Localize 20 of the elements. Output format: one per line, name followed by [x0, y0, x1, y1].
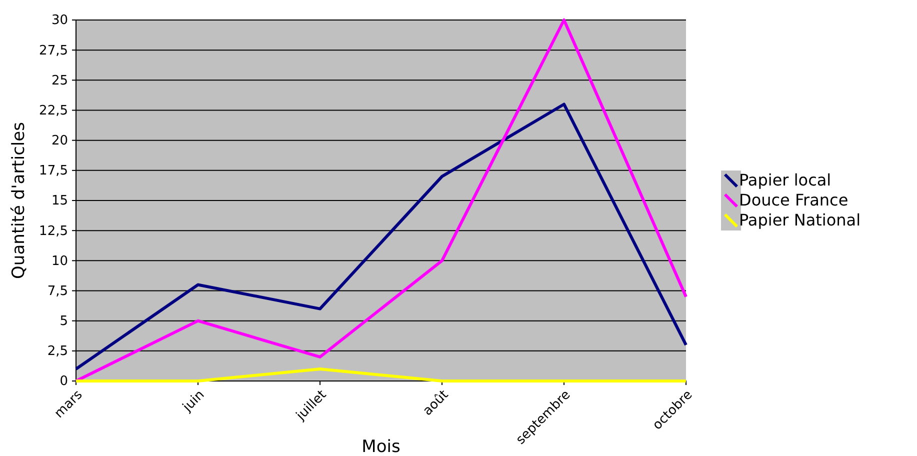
y-tick-label: 27,5	[39, 43, 68, 58]
y-tick-label: 10	[51, 254, 68, 269]
y-tick-label: 5	[60, 314, 68, 329]
legend-label: Douce France	[739, 190, 848, 210]
y-tick-label: 2,5	[47, 344, 68, 360]
line-series	[74, 18, 688, 382]
legend-label: Papier local	[739, 170, 832, 190]
legend-label: Papier National	[739, 210, 861, 230]
y-tick-label: 17,5	[39, 164, 68, 179]
y-axis-title: Quantité d'articles	[9, 122, 29, 279]
y-tick-label: 22,5	[39, 103, 68, 118]
y-tick-label: 30	[51, 13, 68, 28]
y-tick-label: 7,5	[47, 284, 68, 299]
y-tick-label: 0	[60, 374, 68, 390]
y-tick-label: 15	[51, 194, 68, 209]
y-tick-label: 12,5	[39, 224, 68, 239]
y-tick-label: 25	[51, 73, 68, 88]
x-axis-title: Mois	[362, 437, 400, 456]
y-tick-label: 20	[51, 133, 68, 148]
line-series	[74, 102, 688, 370]
